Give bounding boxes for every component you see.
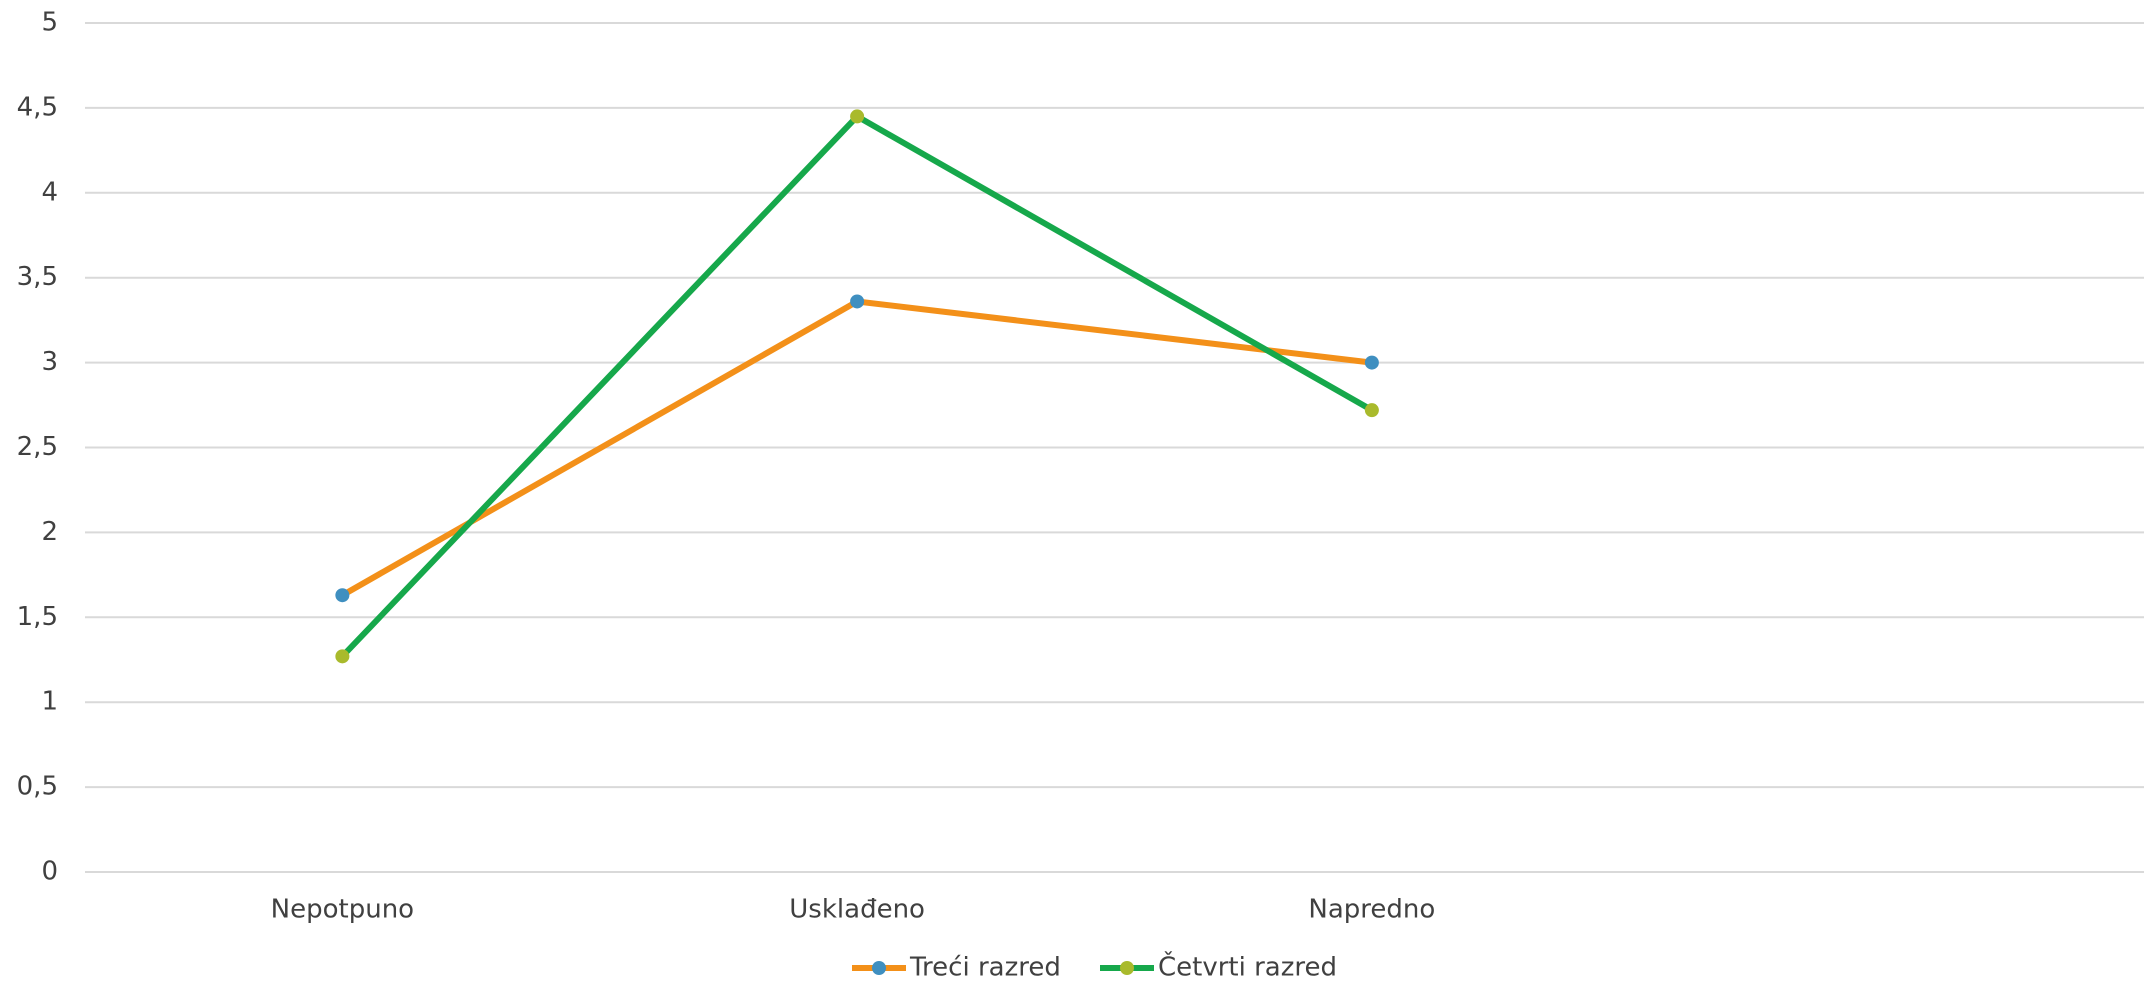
point-marker — [850, 294, 865, 309]
series-line — [340, 113, 1374, 659]
y-tick-label: 0,5 — [17, 772, 58, 802]
point-marker — [850, 109, 865, 124]
y-tick-label: 4 — [41, 177, 58, 207]
point-marker — [1364, 403, 1379, 418]
point-marker — [1364, 355, 1379, 370]
legend-marker — [872, 961, 886, 975]
y-tick-label: 0 — [41, 857, 58, 887]
y-tick-label: 1,5 — [17, 602, 58, 632]
point-marker — [335, 649, 350, 664]
y-tick-label: 2 — [41, 517, 58, 547]
y-tick-label: 5 — [41, 8, 58, 38]
x-tick-label: Nepotpuno — [271, 895, 414, 925]
x-tick-label: Napredno — [1308, 895, 1435, 925]
x-tick-label: Usklađeno — [789, 895, 925, 925]
point-marker — [335, 588, 350, 603]
y-tick-label: 2,5 — [17, 432, 58, 462]
legend-marker — [1120, 961, 1134, 975]
y-tick-label: 4,5 — [17, 92, 58, 122]
y-tick-label: 3 — [41, 347, 58, 377]
y-tick-label: 1 — [41, 687, 58, 717]
y-tick-label: 3,5 — [17, 262, 58, 292]
legend-label: Četvrti razred — [1158, 951, 1337, 983]
legend-label: Treći razred — [909, 953, 1061, 983]
